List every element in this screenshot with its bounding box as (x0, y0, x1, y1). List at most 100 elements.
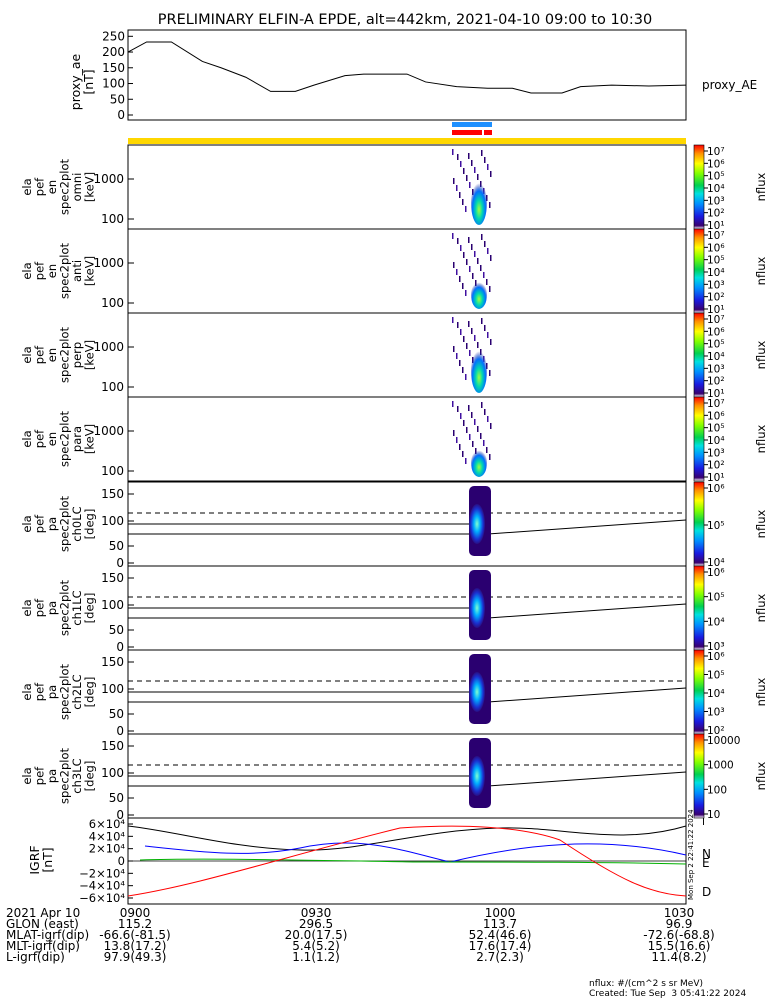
spectrogram-pixel (462, 283, 464, 289)
spectrogram-pixel (484, 409, 486, 415)
footer-row-value: 17.6(17.4) (468, 939, 532, 953)
panel-ylabel-line: pef (33, 429, 47, 448)
spectrogram-flux-core (469, 504, 485, 544)
colorbar-tick-label: 10⁴ (707, 351, 725, 363)
spectrogram-pixel (469, 434, 471, 440)
status-bar (128, 138, 686, 144)
spectrogram-panel-ela_pef_pa_spec2plot_ch0LC: elapefpaspec2plotch0LC[deg]15010050010⁶1… (20, 481, 768, 570)
panel-tick-label: 1000 (93, 256, 124, 270)
igrf-tick-label: −4×10⁴ (79, 879, 125, 893)
colorbar-tick-label: 10⁴ (707, 557, 725, 569)
colorbar-tick-label: 10⁶ (707, 326, 725, 338)
footer-row-label: MLT-igrf(dip) (6, 939, 80, 953)
colorbar-tick-label: 10³ (707, 363, 725, 375)
panel-tick-label: 100 (101, 296, 124, 310)
spectrogram-pixel (487, 248, 489, 254)
red-zone-bar-2 (484, 130, 492, 135)
spectrogram-pixel (453, 178, 455, 184)
panel-tick-label: 100 (101, 598, 124, 612)
proxy-ae-tick-label: 200 (102, 45, 125, 59)
proxy-ae-ylabel-1: proxy_ae (68, 53, 83, 110)
spectrogram-pixel (472, 273, 474, 279)
spectrogram-pixel (468, 321, 470, 327)
spectrogram-pixel (471, 160, 473, 166)
spectrogram-pixel (465, 206, 467, 212)
panel-tick-label: 0 (116, 640, 124, 654)
colorbar-tick-label: 10² (707, 208, 725, 220)
footer-row-value: 11.4(8.2) (651, 950, 707, 964)
colorbar-tick-label: 10³ (707, 641, 725, 653)
footer-row-value: -66.6(-81.5) (99, 928, 171, 942)
panel-ylabel-line: spec2plot (58, 663, 72, 720)
igrf-n-line (144, 842, 687, 863)
colorbar-label: nflux (754, 424, 768, 453)
panel-ylabel-line: ch0LC (70, 506, 84, 541)
colorbar-tick-label: 100 (707, 784, 727, 796)
colorbar-gradient (693, 228, 705, 314)
spectrogram-pixel (452, 317, 454, 323)
footer-row-value: 52.4(46.6) (468, 928, 532, 942)
footer-row-label: 2021 Apr 10 (6, 906, 81, 920)
footer-row-value: 296.5 (298, 917, 334, 931)
footer-row-value: 2.7(2.3) (476, 950, 524, 964)
panel-ylabel-line: pef (33, 261, 47, 280)
spectrogram-pixel (452, 233, 454, 239)
panel-ylabel-line: pa (45, 601, 59, 615)
spectrogram-pixel (465, 290, 467, 296)
panel-ylabel-line: spec2plot (58, 579, 72, 636)
colorbar-label: nflux (754, 593, 768, 622)
units-note: nflux: #/(cm^2 s sr MeV) (589, 979, 703, 989)
footer-row-value: 0900 (119, 906, 151, 920)
spectrogram-pixel (483, 440, 485, 446)
spectrogram-flux-core (469, 672, 485, 712)
panel-frame (127, 396, 687, 482)
spectrogram-pixel (484, 157, 486, 163)
igrf-tick-label: 6×10⁴ (89, 817, 126, 831)
blue-zone-bar (452, 122, 492, 127)
spectrogram-pixel (462, 199, 464, 205)
colorbar-tick-label: 10⁴ (707, 616, 725, 628)
spectrogram-pixel (457, 238, 459, 244)
igrf-e-line (139, 858, 687, 865)
colorbar-tick-label: 10 (707, 809, 720, 821)
panel-tick-label: 150 (101, 571, 124, 585)
spectrogram-flux-core (469, 588, 485, 628)
colorbar-tick-label: 10¹ (707, 304, 725, 316)
panel-ylabel-line: [keV] (83, 256, 97, 286)
colorbar-tick-label: 10⁷ (707, 146, 725, 158)
igrf-tick-label: −2×10⁴ (79, 866, 125, 880)
panel-ylabel-line: ch1LC (70, 590, 84, 625)
spectrogram-pixel (459, 360, 461, 366)
panel-ylabel-line: [keV] (83, 340, 97, 370)
footer-row-value: 97.9(49.3) (103, 950, 167, 964)
spectrogram-pixel (463, 336, 465, 342)
colorbar-tick-label: 10⁵ (707, 592, 725, 604)
footer-row-label: L-igrf(dip) (6, 950, 65, 964)
panel-tick-label: 100 (101, 380, 124, 394)
igrf-ylabel-2: [nT] (40, 847, 55, 872)
igrf-tick-label: −6×10⁴ (79, 891, 125, 905)
colorbar-label: nflux (754, 509, 768, 538)
panel-ylabel-line: ela (20, 599, 34, 616)
spectrogram-pixel (489, 370, 491, 376)
spectrogram-pixel (459, 444, 461, 450)
colorbar-tick-label: 10² (707, 725, 725, 737)
panel-ylabel-line: spec2plot (58, 158, 72, 215)
panel-ylabel-line: [deg] (83, 593, 97, 624)
colorbar-tick-label: 10⁴ (707, 267, 725, 279)
igrf-side-text: Mon Sep 2 22:41:22 2024 (687, 809, 695, 900)
panel-ylabel-line: pef (33, 177, 47, 196)
spectrogram-pixel (483, 272, 485, 278)
spectrogram-pixel (456, 269, 458, 275)
panel-ylabel-line: [keV] (83, 172, 97, 202)
colorbar-tick-label: 10⁵ (707, 670, 725, 682)
panel-ylabel-line: pef (33, 514, 47, 533)
colorbar-tick-label: 10² (707, 292, 725, 304)
panel-tick-label: 100 (101, 464, 124, 478)
panel-tick-label: 100 (101, 682, 124, 696)
panel-ylabel-line: omni (70, 173, 84, 202)
igrf-tick-label: 0 (118, 854, 125, 868)
